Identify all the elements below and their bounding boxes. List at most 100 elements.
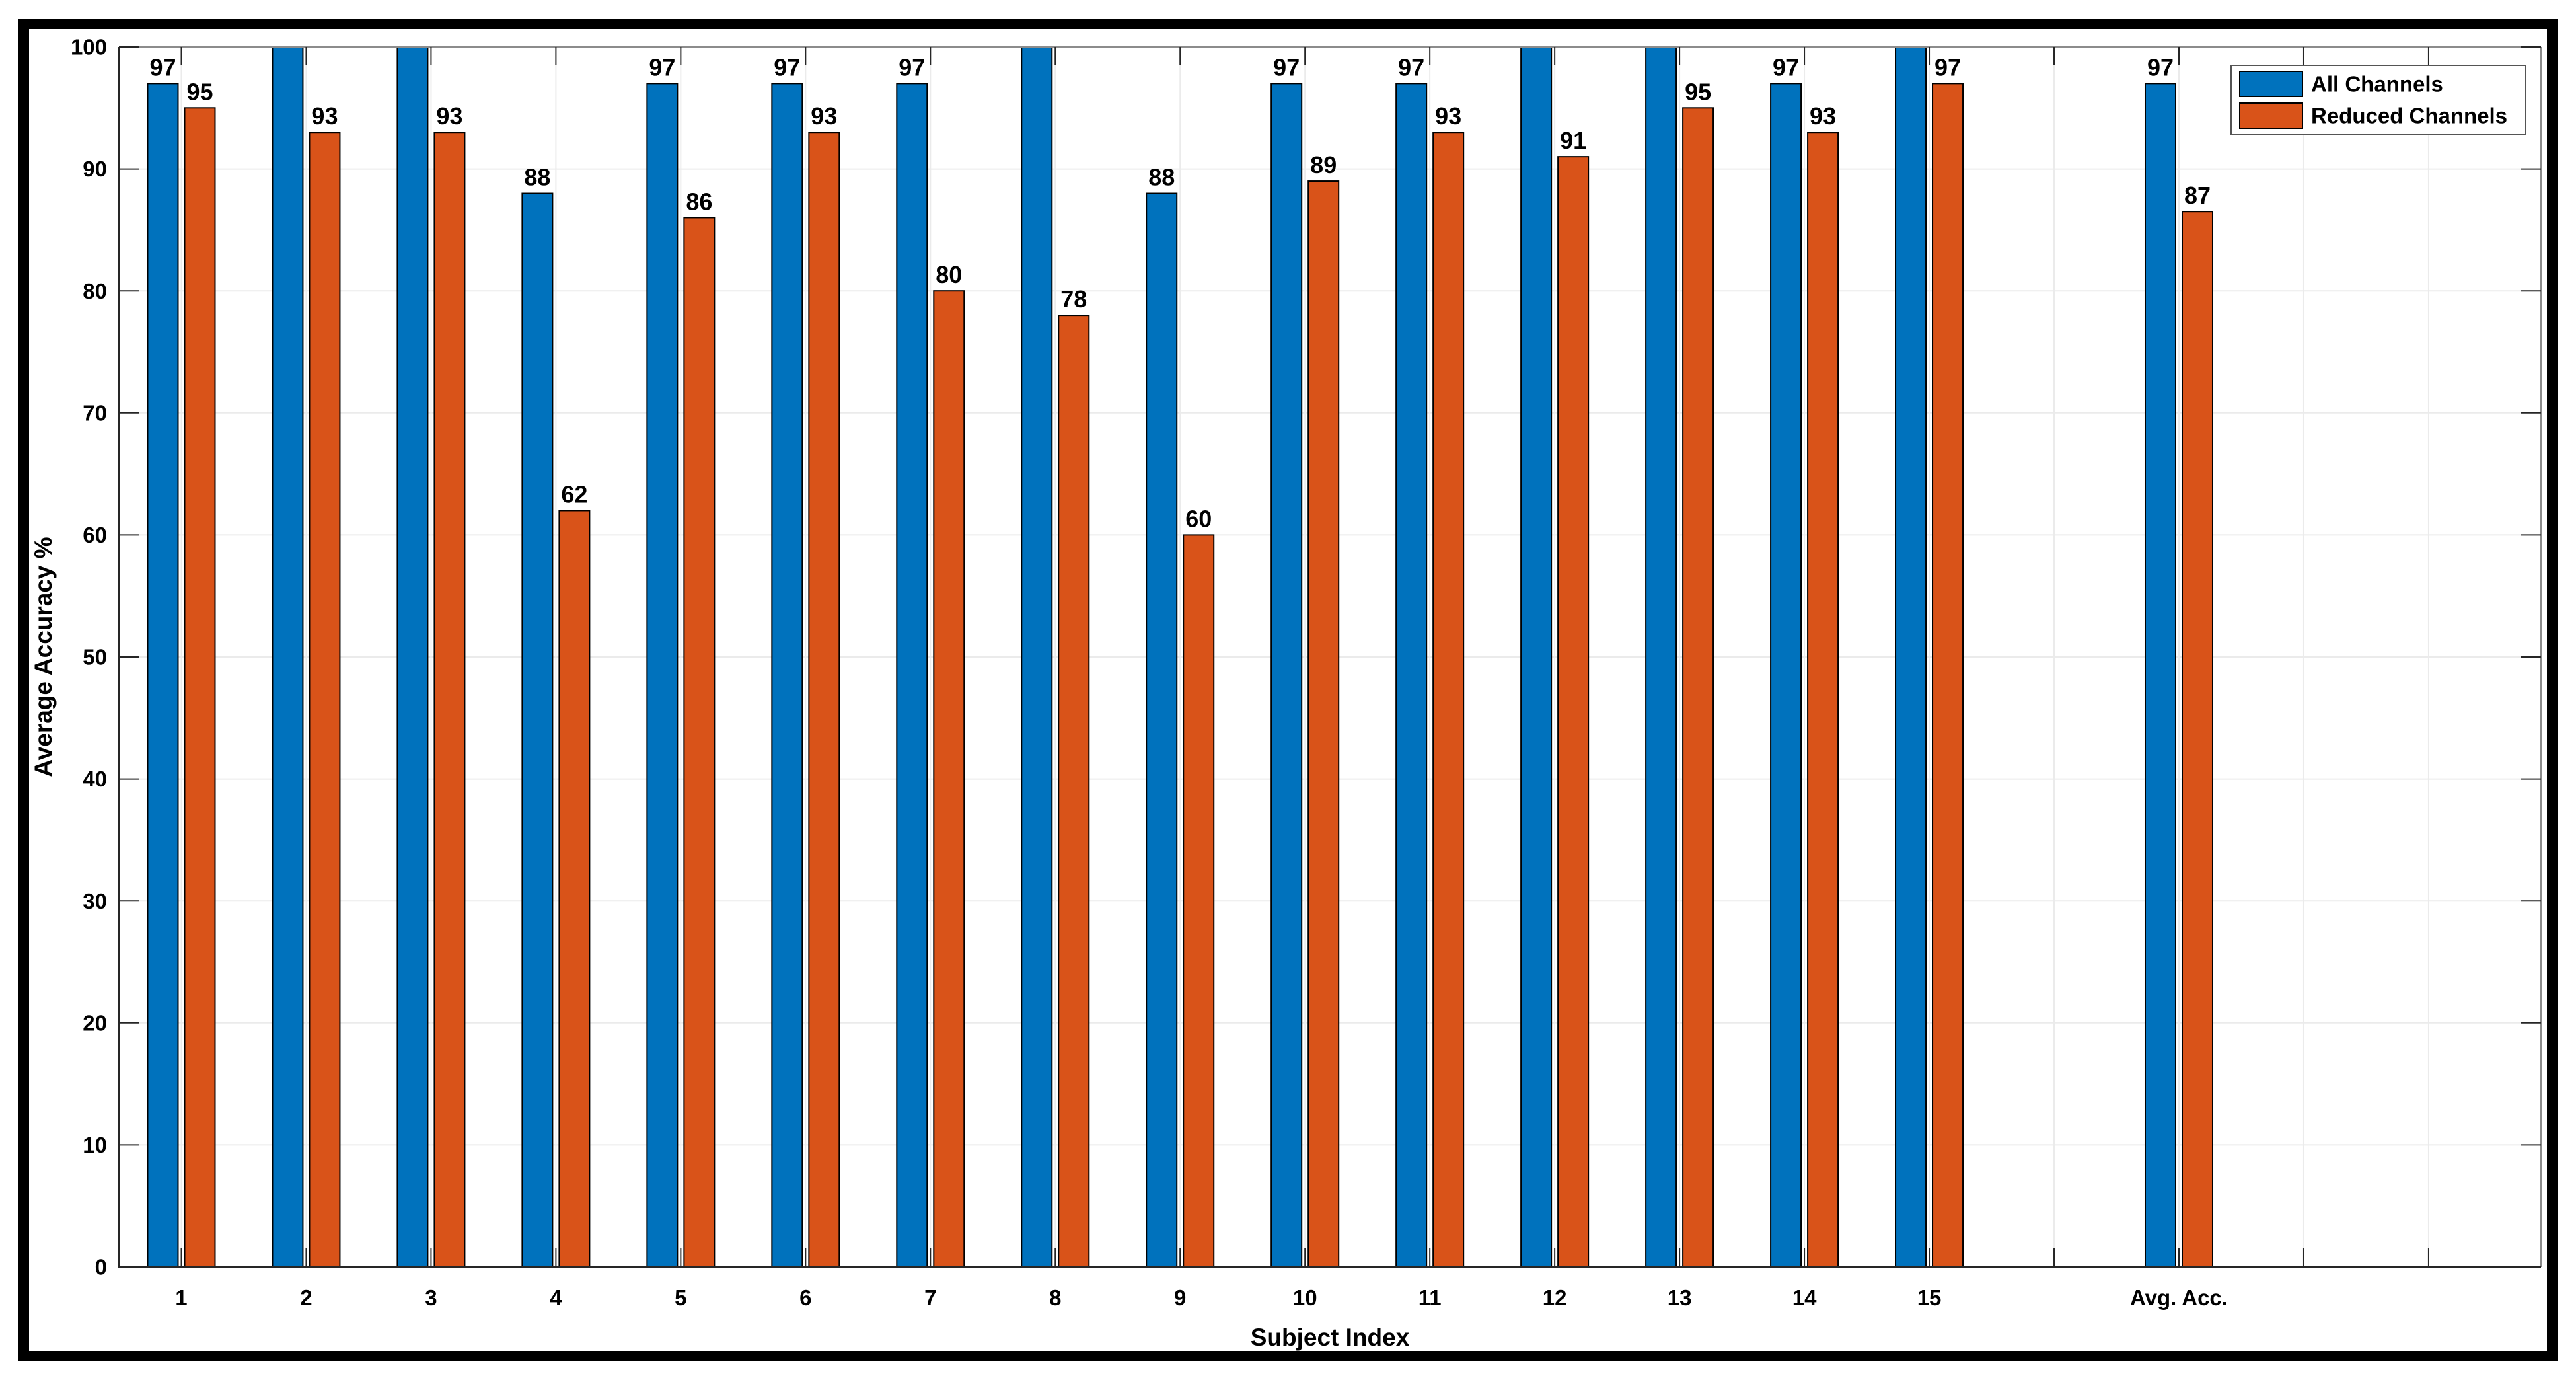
- x-tick-label: 5: [675, 1285, 686, 1310]
- bar-value-label: 97: [899, 54, 925, 81]
- bar: [896, 83, 928, 1268]
- y-tick-label: 80: [83, 279, 107, 303]
- x-tick-labels: 1 2 3 4 5 6 7 8 9 10 11 12 13 14 15 Avg. Acc.: [175, 1285, 2228, 1310]
- legend: All Channels Reduced Channels: [2230, 65, 2526, 135]
- bar: [646, 83, 679, 1268]
- x-tick-label: 8: [1049, 1285, 1061, 1310]
- bar-value-label: 93: [311, 102, 338, 130]
- y-tick-label: 10: [83, 1133, 107, 1157]
- bar: [683, 217, 716, 1268]
- legend-swatch-reduced-channels: [2239, 102, 2303, 129]
- y-tick-label: 50: [83, 645, 107, 670]
- bar-value-label: 93: [811, 102, 837, 130]
- bar: [272, 46, 304, 1268]
- bar: [1645, 46, 1677, 1268]
- bar: [184, 107, 216, 1268]
- bar-value-label: 88: [524, 164, 550, 191]
- bar: [1807, 132, 1839, 1268]
- outer-frame: [18, 19, 2558, 1361]
- x-tick-label: 4: [550, 1285, 562, 1310]
- y-tick-label: 40: [83, 767, 107, 791]
- bar: [1395, 83, 1428, 1268]
- bar: [1932, 83, 1964, 1268]
- bar-value-label: 97: [774, 54, 800, 81]
- x-tick-label: 12: [1543, 1285, 1567, 1310]
- bar: [1270, 83, 1303, 1268]
- bar: [558, 510, 591, 1268]
- bar: [396, 46, 429, 1268]
- bar-value-label: 97: [2147, 54, 2174, 81]
- x-tick-label: 15: [1917, 1285, 1942, 1310]
- legend-label: Reduced Channels: [2311, 104, 2507, 128]
- x-tick-label: 14: [1792, 1285, 1817, 1310]
- x-tick-label: Avg. Acc.: [2130, 1285, 2228, 1310]
- bar: [1183, 534, 1215, 1268]
- y-tick-label: 20: [83, 1011, 107, 1035]
- y-tick-label: 30: [83, 889, 107, 913]
- bar-value-label: 62: [561, 480, 587, 508]
- y-tick-label: 90: [83, 157, 107, 181]
- y-tick-label: 0: [95, 1255, 107, 1280]
- x-tick-label: 1: [175, 1285, 187, 1310]
- x-tick-label: 2: [300, 1285, 312, 1310]
- bar-value-label: 97: [1273, 54, 1300, 81]
- bar-value-label: 97: [149, 54, 176, 81]
- bar-value-label: 88: [1148, 164, 1175, 191]
- bar-value-label: 93: [1435, 102, 1461, 130]
- bar-value-label: 95: [1685, 78, 1711, 105]
- bar-value-label: 93: [1810, 102, 1836, 130]
- y-tick-label: 60: [83, 523, 107, 547]
- bar: [1895, 46, 1927, 1268]
- bar-value-label: 97: [1398, 54, 1424, 81]
- bar: [1432, 132, 1465, 1268]
- bar: [1307, 180, 1340, 1268]
- bar: [309, 132, 341, 1268]
- bar-value-label: 97: [1773, 54, 1799, 81]
- bar: [1058, 315, 1090, 1268]
- bar-value-label: 87: [2184, 182, 2211, 209]
- bar-value-label: 60: [1185, 505, 1212, 532]
- bar-labels-reduced-channels: 95 93 93 62 86 93 80 78 60 89 93 91 95 93 97 87: [186, 54, 2211, 532]
- bar: [1557, 156, 1590, 1268]
- bar: [1682, 107, 1714, 1268]
- legend-label: All Channels: [2311, 72, 2443, 96]
- x-axis-title: Subject Index: [1251, 1324, 1410, 1351]
- bar-value-label: 97: [649, 54, 675, 81]
- x-tick-label: 13: [1668, 1285, 1692, 1310]
- x-tick-label: 9: [1174, 1285, 1186, 1310]
- legend-swatch-all-channels: [2239, 71, 2303, 97]
- bar-value-label: 78: [1060, 286, 1087, 313]
- bar: [933, 290, 965, 1268]
- ticks: [119, 46, 2541, 1268]
- bar-value-label: 91: [1560, 127, 1586, 154]
- x-tick-label: 3: [425, 1285, 437, 1310]
- bar-labels-all-channels: 97 88 97 97 97 88 97 97 97 97: [149, 54, 2174, 190]
- bar: [2144, 83, 2176, 1268]
- bar: [1520, 46, 1553, 1268]
- x-tick-label: 7: [924, 1285, 936, 1310]
- bar-value-label: 95: [186, 78, 213, 105]
- bar: [808, 132, 840, 1268]
- bar-value-label: 80: [936, 261, 962, 288]
- bar-value-label: 86: [686, 188, 712, 215]
- x-tick-label: 10: [1293, 1285, 1317, 1310]
- bar: [521, 192, 554, 1268]
- y-tick-labels: 0 10 20 30 40 50 60 70 80 90 100: [71, 35, 107, 1280]
- bar-value-label: 93: [436, 102, 462, 130]
- y-tick-label: 100: [71, 35, 107, 59]
- bar: [1770, 83, 1802, 1268]
- bar: [2181, 211, 2213, 1268]
- bar: [771, 83, 803, 1268]
- bar-value-label: 97: [1934, 54, 1961, 81]
- bar: [147, 83, 179, 1268]
- y-tick-label: 70: [83, 401, 107, 425]
- bar-value-label: 89: [1310, 151, 1337, 178]
- y-axis-title: Average Accuracy %: [30, 537, 57, 777]
- bar: [1146, 192, 1178, 1268]
- x-tick-label: 11: [1418, 1285, 1442, 1310]
- bar: [1021, 46, 1053, 1268]
- x-tick-label: 6: [799, 1285, 811, 1310]
- bars-all-channels: [147, 46, 2176, 1268]
